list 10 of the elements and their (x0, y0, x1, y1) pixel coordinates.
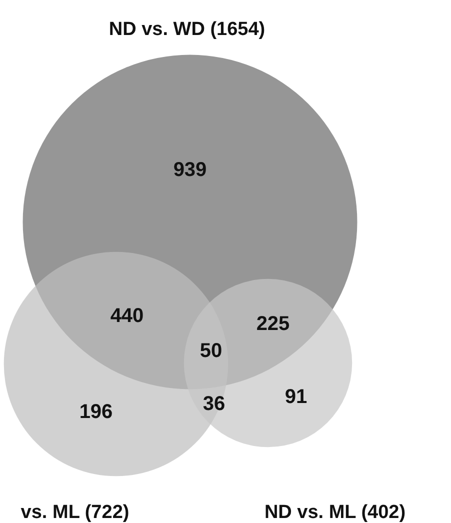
data-label: 196 (79, 401, 113, 423)
data-label: 939 (173, 159, 207, 181)
data-label: 36 (202, 393, 226, 415)
data-label: 440 (110, 305, 144, 327)
data-label: 225 (256, 313, 290, 335)
text: ND vs. WD (1654) (108, 19, 266, 40)
data-label: 91 (284, 386, 308, 408)
text: ND vs. ML (402) (264, 502, 406, 523)
data-label: 50 (200, 340, 222, 362)
text: vs. ML (722) (20, 502, 130, 523)
